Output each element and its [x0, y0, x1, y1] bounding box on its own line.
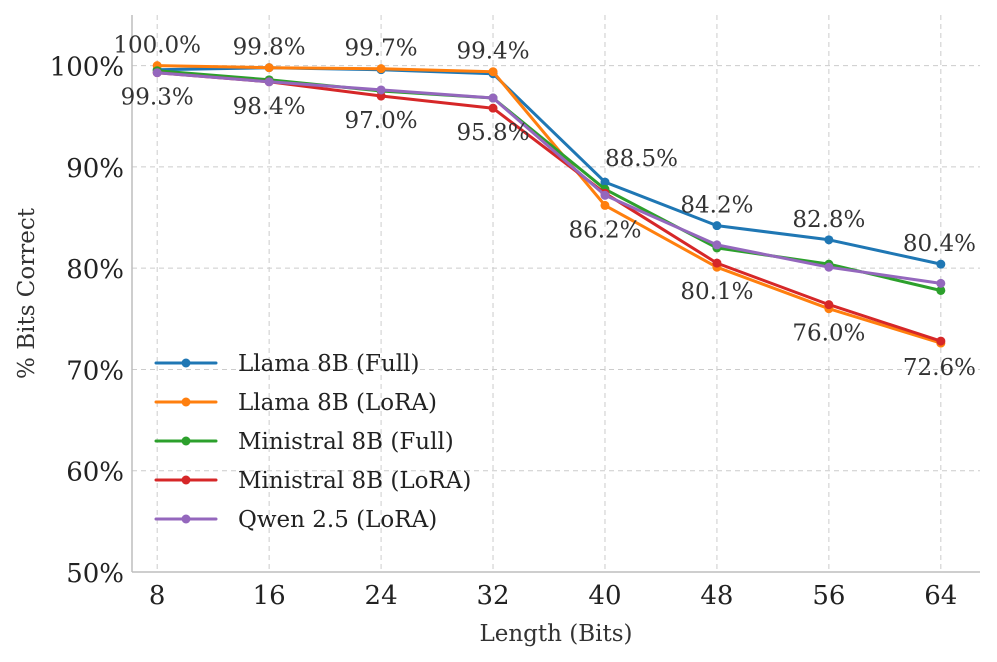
- series-line: [155, 64, 943, 345]
- data-label: 88.5%: [605, 146, 678, 172]
- data-labels: 100.0% 99.8% 99.7% 99.4% 88.5%84.2% 82.8% 80.4…: [113, 33, 976, 381]
- data-point: [824, 235, 834, 245]
- data-point: [712, 258, 722, 268]
- x-tick-label: 16: [253, 581, 286, 611]
- y-tick-label: 90%: [66, 154, 124, 184]
- y-axis-title: % Bits Correct: [14, 207, 40, 379]
- series-group: [152, 61, 946, 348]
- data-label: 100.0%: [113, 33, 201, 59]
- data-label: 82.8%: [792, 207, 865, 233]
- data-label: 97.0%: [345, 108, 418, 134]
- data-point: [712, 221, 722, 231]
- data-label: 84.2%: [680, 193, 753, 219]
- data-point: [936, 336, 946, 346]
- x-tick-label: 32: [476, 581, 509, 611]
- x-tick-label: 56: [812, 581, 845, 611]
- legend-label: Llama 8B (LoRA): [238, 390, 437, 416]
- y-ticks: 50% 60% 70% 80% 90% 100%: [50, 53, 124, 589]
- x-tick-label: 48: [700, 581, 733, 611]
- data-label: 99.8%: [233, 35, 306, 61]
- data-point: [264, 77, 274, 87]
- data-point: [488, 93, 498, 103]
- data-label: 72.6%: [903, 355, 976, 381]
- legend-label: Llama 8B (Full): [238, 351, 419, 377]
- series-line: [155, 71, 943, 285]
- data-point: [712, 240, 722, 250]
- x-tick-label: 24: [365, 581, 398, 611]
- y-tick-label: 60%: [66, 458, 124, 488]
- legend: Llama 8B (Full) Llama 8B (LoRA) Ministral …: [154, 351, 471, 533]
- data-point: [152, 68, 162, 78]
- data-point: [376, 85, 386, 95]
- x-tick-label: 64: [924, 581, 957, 611]
- data-point: [264, 63, 274, 73]
- legend-marker: [181, 436, 191, 446]
- data-label: 86.2%: [568, 217, 641, 243]
- data-point: [936, 278, 946, 288]
- x-ticks: 8 16 24 32 40 48 56 64: [149, 581, 957, 611]
- x-tick-label: 8: [149, 581, 166, 611]
- axes: [131, 15, 980, 573]
- data-point: [376, 64, 386, 74]
- data-label: 95.8%: [456, 120, 529, 146]
- y-tick-label: 50%: [66, 559, 124, 589]
- data-point: [936, 259, 946, 269]
- legend-marker: [181, 397, 191, 407]
- legend-marker: [181, 514, 191, 524]
- data-point: [824, 262, 834, 272]
- y-tick-label: 70%: [66, 356, 124, 386]
- data-point: [824, 300, 834, 310]
- data-point: [488, 67, 498, 77]
- data-point: [488, 103, 498, 113]
- legend-marker: [181, 358, 191, 368]
- x-tick-label: 40: [588, 581, 621, 611]
- data-label: 99.4%: [456, 39, 529, 65]
- data-label: 80.1%: [680, 279, 753, 305]
- data-label: 76.0%: [792, 321, 865, 347]
- data-point: [936, 285, 946, 295]
- data-label: 99.3%: [121, 85, 194, 111]
- data-point: [600, 190, 610, 200]
- data-point: [600, 177, 610, 187]
- y-tick-label: 100%: [50, 53, 124, 83]
- data-point: [600, 200, 610, 210]
- legend-marker: [181, 475, 191, 485]
- legend-label: Qwen 2.5 (LoRA): [238, 507, 437, 533]
- data-label: 80.4%: [903, 231, 976, 257]
- legend-label: Ministral 8B (Full): [238, 429, 454, 455]
- x-axis-title: Length (Bits): [479, 621, 632, 647]
- y-tick-label: 80%: [66, 255, 124, 285]
- legend-label: Ministral 8B (LoRA): [238, 468, 471, 494]
- data-label: 98.4%: [233, 94, 306, 120]
- data-label: 99.7%: [345, 36, 418, 62]
